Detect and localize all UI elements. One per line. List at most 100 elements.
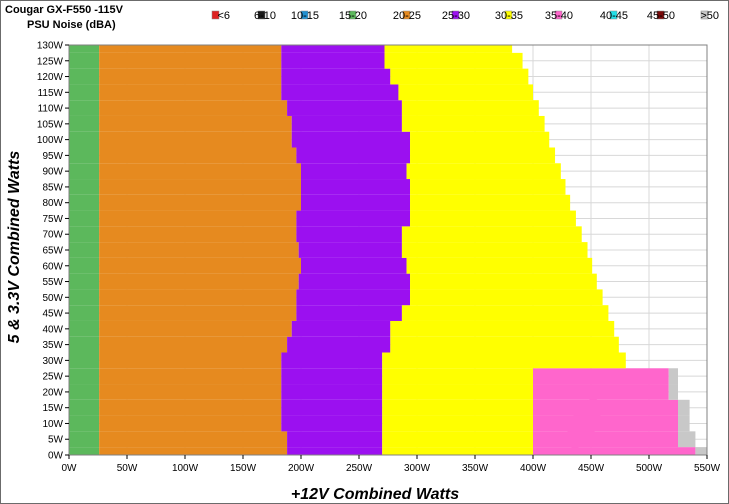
heat-cell — [99, 115, 292, 132]
heat-cell — [99, 336, 288, 353]
heat-cell — [533, 368, 669, 385]
heat-cell — [695, 447, 707, 455]
heat-cell — [69, 399, 100, 416]
legend-item: 30-35 — [495, 10, 523, 22]
heat-cell — [301, 194, 411, 211]
heat-cell — [287, 336, 391, 353]
x-axis-title: +12V Combined Watts — [291, 486, 459, 503]
heat-cell — [69, 163, 100, 180]
heat-cell — [69, 45, 100, 53]
heat-cell — [382, 431, 533, 448]
heat-cell — [382, 384, 533, 400]
legend-swatch — [348, 10, 357, 20]
x-tick-label: 100W — [172, 463, 199, 474]
heat-cell — [99, 352, 282, 369]
heat-cell — [99, 179, 301, 195]
heat-cell — [406, 163, 561, 180]
legend-item: <6 — [211, 10, 230, 22]
heat-cell — [668, 368, 678, 385]
y-tick-label: 125W — [37, 56, 64, 67]
legend-swatch — [451, 10, 460, 20]
heat-cell — [69, 384, 100, 400]
heat-cell — [69, 273, 100, 290]
heat-cell — [384, 45, 513, 53]
heat-cell — [69, 289, 100, 306]
heat-cell — [301, 179, 411, 195]
y-tick-label: 90W — [42, 167, 63, 178]
legend-item: 40-45 — [600, 10, 628, 22]
heat-cell — [99, 257, 301, 274]
heat-cell — [281, 399, 383, 416]
heat-cell — [69, 194, 100, 211]
heat-cell — [296, 289, 411, 306]
heat-cell — [533, 415, 678, 432]
y-tick-label: 0W — [48, 451, 64, 462]
heat-cell — [398, 84, 533, 101]
heat-cell — [99, 194, 301, 211]
legend-label: 25-30 — [442, 10, 470, 22]
heat-cell — [301, 163, 407, 180]
y-tick-label: 20W — [42, 387, 63, 398]
heat-cell — [406, 257, 593, 274]
heat-cell — [410, 131, 550, 148]
legend-swatch — [656, 10, 665, 20]
heat-cell — [291, 320, 391, 337]
heat-cell — [281, 384, 383, 400]
heat-cell — [99, 305, 297, 321]
legend-label: 35-40 — [545, 10, 573, 22]
y-tick-label: 110W — [38, 104, 64, 115]
heat-cell — [69, 336, 100, 353]
y-tick-label: 30W — [42, 356, 63, 367]
legend-swatch — [402, 10, 411, 20]
y-tick-label: 120W — [37, 72, 64, 83]
y-tick-label: 95W — [42, 151, 63, 162]
heat-cell — [69, 52, 100, 69]
legend-label: 30-35 — [495, 10, 523, 22]
heat-cell — [99, 163, 301, 180]
heat-cell — [99, 415, 282, 432]
x-tick-label: 50W — [117, 463, 138, 474]
heat-cell — [287, 447, 383, 455]
legend-label: 10-15 — [291, 10, 319, 22]
chart-subtitle: PSU Noise (dBA) — [27, 19, 116, 31]
heat-cell — [99, 242, 299, 258]
y-tick-label: 60W — [42, 261, 63, 272]
legend-item: 10-15 — [291, 10, 319, 22]
legend-label: >50 — [700, 10, 719, 22]
heat-cell — [401, 305, 609, 321]
heat-cell — [401, 115, 545, 132]
y-tick-label: 40W — [42, 324, 63, 335]
heat-cell — [99, 431, 288, 448]
x-tick-label: 150W — [230, 463, 257, 474]
heat-cell — [69, 447, 100, 455]
x-tick-label: 550W — [694, 463, 721, 474]
heat-cell — [533, 384, 669, 400]
heat-cell — [69, 226, 100, 243]
y-tick-label: 115W — [38, 88, 64, 99]
legend-item: 20-25 — [393, 10, 421, 22]
heat-cell — [69, 179, 100, 195]
heat-cell — [287, 431, 383, 448]
heat-cell — [99, 68, 282, 85]
legend-label: 45-50 — [647, 10, 675, 22]
heat-cell — [410, 273, 597, 290]
heat-cell — [401, 226, 582, 243]
y-tick-label: 65W — [42, 246, 63, 257]
heat-cell — [410, 210, 576, 227]
heat-cell — [410, 289, 603, 306]
heat-cell — [99, 447, 288, 455]
heat-cell — [99, 226, 297, 243]
heat-cell — [69, 415, 100, 432]
heat-cell — [69, 147, 100, 164]
legend-item: 15-20 — [339, 10, 367, 22]
heat-cell — [69, 210, 100, 227]
heat-cell — [401, 100, 539, 116]
heat-cell — [281, 84, 399, 101]
heat-cell — [99, 45, 282, 53]
heat-cell — [384, 52, 523, 69]
heat-cell — [281, 415, 383, 432]
legend-item: >50 — [700, 10, 719, 22]
x-tick-label: 0W — [62, 463, 78, 474]
heat-cell — [678, 431, 696, 448]
heat-cell — [69, 131, 100, 148]
